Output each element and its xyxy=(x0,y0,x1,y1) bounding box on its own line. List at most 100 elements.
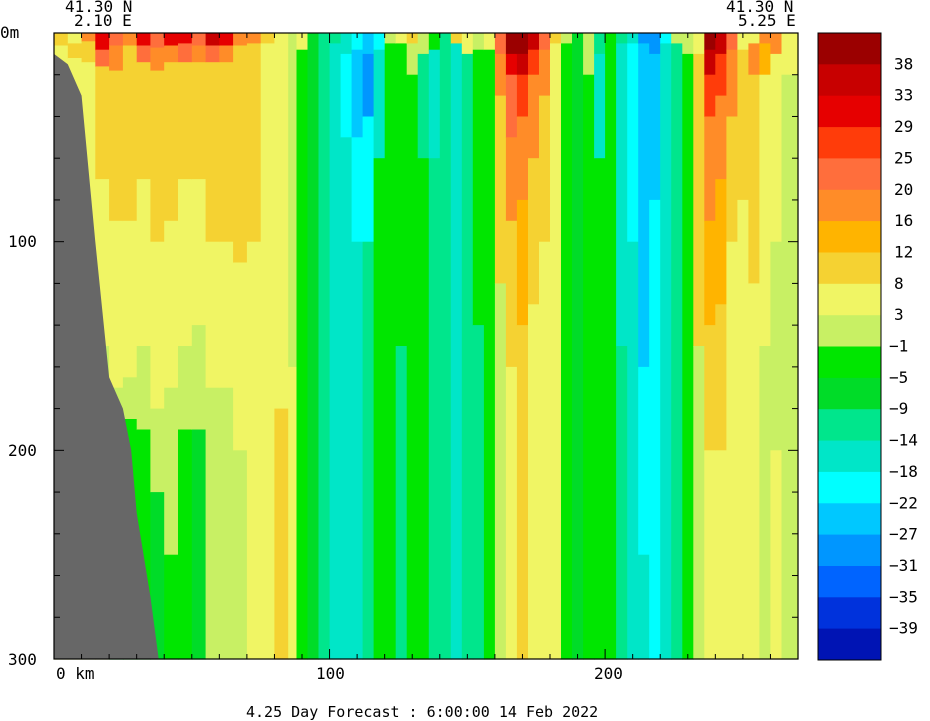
colorbar-label-9: −1 xyxy=(889,337,908,356)
heat-cell-38-2 xyxy=(516,74,529,117)
heat-cell-24-0 xyxy=(362,33,375,55)
colorbar-swatch-18 xyxy=(818,597,881,630)
heat-cell-7-3 xyxy=(150,241,165,410)
heat-cell-36-1 xyxy=(494,53,507,97)
heat-cell-38-5 xyxy=(516,325,529,660)
heat-cell-55-5 xyxy=(704,325,716,451)
heat-cell-1-0 xyxy=(67,33,83,44)
colorbar-label-1: 33 xyxy=(894,86,913,105)
heat-cell-5-0 xyxy=(122,33,138,47)
heat-cell-27-2 xyxy=(395,346,408,660)
heat-cell-22-0 xyxy=(340,33,353,55)
heat-cell-52-0 xyxy=(671,33,683,44)
start-point-lat: 41.30 N xyxy=(65,0,132,16)
heat-cell-30-2 xyxy=(428,158,441,660)
heat-cell-60-2 xyxy=(759,74,771,347)
heat-cell-9-3 xyxy=(178,179,193,347)
colorbar-swatch-19 xyxy=(818,628,881,661)
y-tick-label-100: 100 xyxy=(8,232,37,251)
heat-cell-37-2 xyxy=(505,74,518,138)
heat-cell-40-3 xyxy=(539,241,551,660)
heat-cell-48-2 xyxy=(627,241,639,660)
heat-cell-28-1 xyxy=(406,43,419,76)
colorbar-swatch-6 xyxy=(818,221,881,253)
heat-cell-15-0 xyxy=(260,33,276,44)
heat-cell-13-1 xyxy=(233,45,248,264)
heat-cell-38-0 xyxy=(516,33,529,55)
heat-cell-56-1 xyxy=(715,53,727,97)
heat-cell-34-0 xyxy=(472,33,485,51)
heat-cell-37-0 xyxy=(505,33,518,55)
heat-cell-9-4 xyxy=(178,346,193,431)
heat-cell-10-0 xyxy=(191,33,207,47)
heat-cell-49-0 xyxy=(638,33,650,44)
heat-cell-23-2 xyxy=(351,137,364,243)
heat-cell-42-0 xyxy=(561,33,573,44)
heat-cell-35-1 xyxy=(483,49,496,660)
heat-cell-7-0 xyxy=(150,33,165,49)
heat-cell-56-5 xyxy=(715,450,727,660)
x-tick-label-200: 200 xyxy=(594,664,623,683)
heat-cell-6-1 xyxy=(136,45,152,63)
axis-ticks xyxy=(53,32,798,660)
colorbar-swatch-13 xyxy=(818,440,881,473)
heat-cell-36-0 xyxy=(494,33,507,55)
heat-cell-49-2 xyxy=(638,366,650,556)
heat-cell-39-0 xyxy=(528,33,540,51)
heat-cell-47-1 xyxy=(616,43,628,347)
heat-cell-57-2 xyxy=(726,116,738,243)
colorbar-label-7: 8 xyxy=(894,274,904,293)
heat-cell-37-4 xyxy=(505,220,518,368)
y-tick-label-300: 300 xyxy=(8,650,37,669)
heat-cell-37-3 xyxy=(505,137,518,222)
heat-cell-29-0 xyxy=(417,33,430,55)
heat-cell-55-4 xyxy=(704,220,716,326)
colorbar-label-12: −14 xyxy=(889,431,918,450)
heat-cell-6-2 xyxy=(136,62,152,180)
heat-cell-25-1 xyxy=(373,49,386,159)
colorbar-swatch-5 xyxy=(818,189,881,222)
colorbar-swatch-7 xyxy=(818,252,881,285)
heat-cell-61-2 xyxy=(770,241,782,451)
heat-cell-59-3 xyxy=(748,283,760,660)
heat-cell-13-3 xyxy=(233,450,248,660)
heat-cell-0-0 xyxy=(54,33,69,47)
heat-cell-50-2 xyxy=(649,199,661,660)
heat-cell-54-1 xyxy=(693,53,705,347)
colorbar-label-6: 12 xyxy=(894,243,913,262)
heat-cell-11-0 xyxy=(205,33,220,47)
heat-cell-9-2 xyxy=(178,62,193,180)
heat-cell-16-1 xyxy=(274,408,289,660)
heat-cell-12-1 xyxy=(219,45,234,63)
heat-cell-4-2 xyxy=(109,70,124,222)
heat-cell-50-0 xyxy=(649,33,661,55)
heat-cell-38-3 xyxy=(516,116,529,201)
heat-cell-22-2 xyxy=(340,137,353,660)
heat-cell-30-1 xyxy=(428,49,441,159)
heat-cell-14-1 xyxy=(246,43,262,243)
start-point-lon: 2.10 E xyxy=(74,11,132,30)
heat-cell-39-4 xyxy=(528,304,540,660)
heat-cell-8-5 xyxy=(164,554,179,660)
colorbar-swatch-10 xyxy=(818,346,881,379)
land-mask xyxy=(54,53,159,659)
colorbar-swatch-17 xyxy=(818,566,881,598)
heat-cell-61-1 xyxy=(770,53,782,243)
heat-cell-29-2 xyxy=(417,158,430,660)
colorbar-label-18: −39 xyxy=(889,619,918,638)
colorbar-label-8: 3 xyxy=(894,305,904,324)
heat-cell-3-0 xyxy=(95,33,110,51)
heat-cell-35-0 xyxy=(483,33,496,51)
heatmap-field xyxy=(54,33,799,660)
heat-cell-61-3 xyxy=(770,450,782,660)
heat-cell-19-0 xyxy=(307,33,320,660)
colorbar-swatch-3 xyxy=(818,127,881,159)
colorbar-label-13: −18 xyxy=(889,462,918,481)
heat-cell-62-1 xyxy=(781,74,799,660)
colorbar-swatch-0 xyxy=(818,33,881,65)
heat-cell-7-5 xyxy=(150,492,165,660)
heat-cell-38-1 xyxy=(516,53,529,76)
heat-cell-25-0 xyxy=(373,33,386,51)
heat-cell-10-2 xyxy=(191,62,207,180)
